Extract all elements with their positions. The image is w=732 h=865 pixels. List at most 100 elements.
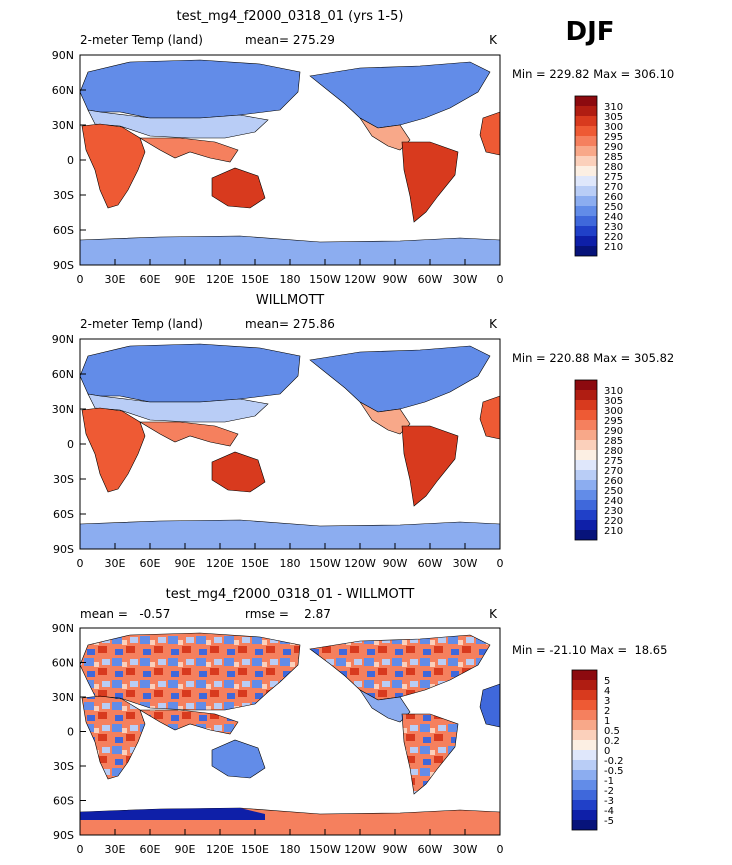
x-tick-label: 150E bbox=[241, 557, 269, 570]
north-america bbox=[309, 61, 491, 129]
colorbar-swatch bbox=[575, 116, 597, 126]
colorbar-label: -0.2 bbox=[604, 756, 624, 767]
colorbar-swatch bbox=[575, 460, 597, 470]
y-tick-label: 60S bbox=[53, 224, 74, 237]
australia bbox=[211, 739, 266, 779]
colorbar-swatch bbox=[572, 790, 597, 800]
panel-title: WILLMOTT bbox=[256, 293, 324, 308]
colorbar-label: 270 bbox=[604, 466, 623, 477]
eurasia-mid bbox=[87, 393, 269, 423]
india-southeast-asia bbox=[138, 709, 239, 735]
y-tick-label: 60S bbox=[53, 508, 74, 521]
axis-y: 90N 60N 30N 0 30S 60S 90S bbox=[52, 49, 86, 272]
colorbar-swatch bbox=[575, 196, 597, 206]
colorbar-label: 280 bbox=[604, 162, 623, 173]
colorbar-label: 2 bbox=[604, 706, 610, 717]
colorbar-swatch bbox=[575, 490, 597, 500]
colorbar-label: 310 bbox=[604, 386, 623, 397]
colorbar-swatch bbox=[575, 440, 597, 450]
panel-center-label: mean= 275.29 bbox=[245, 33, 335, 47]
x-tick-label: 0 bbox=[497, 273, 504, 286]
colorbar-label: 4 bbox=[604, 686, 610, 697]
x-tick-label: 120E bbox=[206, 273, 234, 286]
colorbar-swatch bbox=[575, 156, 597, 166]
eurasia-north bbox=[79, 343, 301, 403]
y-tick-label: 30N bbox=[52, 691, 74, 704]
colorbar: 310 305 300 295 290 285 280 275 270 260 … bbox=[574, 379, 623, 541]
colorbar-label: -2 bbox=[604, 786, 614, 797]
x-tick-label: 0 bbox=[77, 843, 84, 856]
colorbar-swatch bbox=[575, 450, 597, 460]
colorbar-swatch bbox=[575, 236, 597, 246]
colorbar-label: 5 bbox=[604, 676, 610, 687]
x-tick-label: 60W bbox=[418, 273, 443, 286]
colorbar-swatch bbox=[572, 670, 597, 680]
colorbar-label: 250 bbox=[604, 202, 623, 213]
colorbar-swatch bbox=[575, 186, 597, 196]
colorbar-swatch bbox=[575, 510, 597, 520]
x-tick-label: 150W bbox=[309, 843, 341, 856]
y-tick-label: 90N bbox=[52, 622, 74, 635]
x-tick-label: 90E bbox=[175, 273, 196, 286]
x-tick-label: 60E bbox=[140, 273, 161, 286]
colorbar-swatch bbox=[572, 730, 597, 740]
eurasia-mid bbox=[87, 109, 269, 139]
australia bbox=[211, 451, 266, 493]
x-tick-label: 90W bbox=[383, 843, 408, 856]
panel-stats: Min = -21.10 Max = 18.65 bbox=[512, 643, 667, 657]
colorbar-label: 220 bbox=[604, 516, 623, 527]
season-label: DJF bbox=[565, 17, 614, 47]
panel-left-label: mean = -0.57 bbox=[80, 607, 170, 621]
north-america bbox=[309, 345, 491, 413]
x-tick-label: 60W bbox=[418, 843, 443, 856]
colorbar-swatch bbox=[572, 750, 597, 760]
y-tick-label: 30S bbox=[53, 760, 74, 773]
colorbar-label: 275 bbox=[604, 172, 623, 183]
x-tick-label: 90W bbox=[383, 273, 408, 286]
y-tick-label: 30S bbox=[53, 189, 74, 202]
panel-right-label: K bbox=[489, 607, 498, 621]
x-tick-label: 180 bbox=[280, 273, 301, 286]
x-tick-label: 0 bbox=[77, 273, 84, 286]
colorbar: 310 305 300 295 290 285 280 275 270 260 … bbox=[574, 95, 623, 257]
colorbar-label: 260 bbox=[604, 476, 623, 487]
colorbar-label: 0 bbox=[604, 746, 610, 757]
x-tick-label: 150E bbox=[241, 843, 269, 856]
axis-x: 0 30E 60E 90E 120E 150E 180 150W 120W 90… bbox=[77, 543, 504, 570]
panel-observed: WILLMOTT 2-meter Temp (land) mean= 275.8… bbox=[52, 293, 674, 570]
map-area bbox=[79, 338, 501, 550]
colorbar-swatch bbox=[572, 770, 597, 780]
west-africa-edge bbox=[479, 111, 501, 156]
colorbar-label: -1 bbox=[604, 776, 614, 787]
axis-y: 90N 60N 30N 0 30S 60S 90S bbox=[52, 333, 86, 556]
panel-right-label: K bbox=[489, 33, 498, 47]
australia bbox=[211, 167, 266, 209]
west-africa-edge bbox=[479, 683, 501, 728]
x-tick-label: 120E bbox=[206, 557, 234, 570]
x-tick-label: 150W bbox=[309, 557, 341, 570]
panel-right-label: K bbox=[489, 317, 498, 331]
y-tick-label: 90S bbox=[53, 829, 74, 842]
y-tick-label: 30S bbox=[53, 473, 74, 486]
colorbar-label: 240 bbox=[604, 496, 623, 507]
colorbar-swatch bbox=[575, 390, 597, 400]
colorbar-label: 220 bbox=[604, 232, 623, 243]
colorbar-label: 230 bbox=[604, 506, 623, 517]
colorbar-label: 1 bbox=[604, 716, 610, 727]
panel-left-label: 2-meter Temp (land) bbox=[80, 33, 203, 47]
x-tick-label: 30W bbox=[453, 557, 478, 570]
colorbar-label: 240 bbox=[604, 212, 623, 223]
x-tick-label: 120W bbox=[344, 273, 376, 286]
colorbar-swatch bbox=[575, 176, 597, 186]
south-america bbox=[401, 713, 459, 795]
colorbar-swatch bbox=[575, 246, 597, 256]
colorbar-label: 285 bbox=[604, 152, 623, 163]
colorbar-swatch bbox=[575, 420, 597, 430]
x-tick-label: 120W bbox=[344, 843, 376, 856]
colorbar: 5 4 3 2 1 0.5 0.2 0 -0.2 -0.5 -1 -2 -3 -… bbox=[571, 669, 624, 831]
colorbar-label: 250 bbox=[604, 486, 623, 497]
colorbar-label: 260 bbox=[604, 192, 623, 203]
x-tick-label: 90W bbox=[383, 557, 408, 570]
colorbar-swatch bbox=[575, 216, 597, 226]
eurasia-north bbox=[79, 59, 301, 119]
